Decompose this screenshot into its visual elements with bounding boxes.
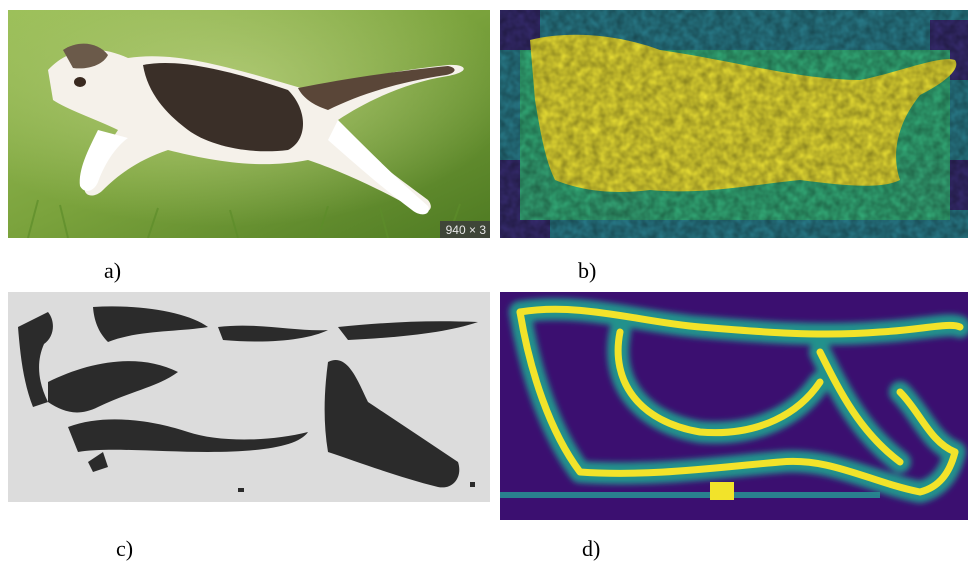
caption-a: a) <box>104 258 122 283</box>
caption-c: c) <box>116 536 134 561</box>
caption-d: d) <box>582 536 601 561</box>
edge-heatmap-image <box>500 292 968 520</box>
saliency-heatmap <box>500 10 968 238</box>
panel-b-heatmap <box>500 10 968 238</box>
panel-c-mask <box>8 292 490 502</box>
image-size-watermark: 940 × 3 <box>439 221 490 238</box>
panel-a-photo: 940 × 3 <box>8 10 490 238</box>
binary-mask-image <box>8 292 490 502</box>
panel-d-edge-heatmap <box>500 292 968 520</box>
caption-b: b) <box>578 258 597 283</box>
kitten-photo <box>8 10 490 238</box>
